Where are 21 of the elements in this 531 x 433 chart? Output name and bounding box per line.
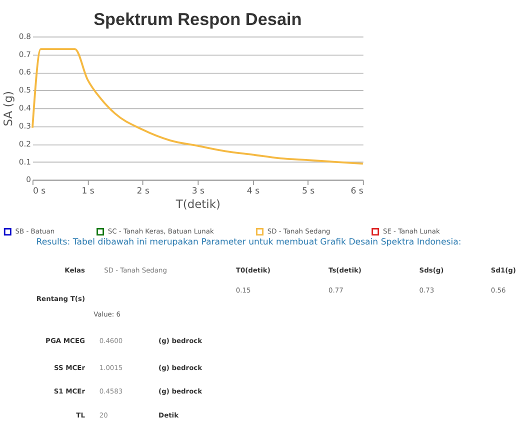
x-tick-label: 1 s xyxy=(82,186,95,197)
chart-title: Spektrum Respon Desain xyxy=(94,9,302,30)
y-tick-label: 0.4 xyxy=(18,104,32,113)
x-tick-label: 3 s xyxy=(192,186,206,197)
y-tick-label: 0.5 xyxy=(18,86,32,95)
x-tick-label: 4 s xyxy=(246,186,260,197)
x-tick-label: 6 s xyxy=(350,186,364,197)
line-series xyxy=(32,48,364,165)
y-tick-label: 0.7 xyxy=(18,50,32,59)
x-tick-label: 5 s xyxy=(302,186,316,197)
y-tick-label: 0.6 xyxy=(18,68,32,77)
x-axis-title: T(detik) xyxy=(174,196,220,211)
y-axis-title: SA (g) xyxy=(1,91,16,126)
y-tick-label: 0.2 xyxy=(18,139,32,148)
x-tick-label: 2 s xyxy=(136,186,150,197)
y-tick-label: 0.3 xyxy=(18,121,32,130)
y-tick-label: 0.1 xyxy=(18,157,32,166)
y-tick-label: 0 xyxy=(26,175,32,184)
x-tick-label: 0 s xyxy=(32,186,46,197)
text: Results: Tabel dibawah ini merupakan Parameter untuk membuat Grafik Desain Spektra Indonesia: xyxy=(36,238,462,248)
y-tick-label: 0.8 xyxy=(18,32,32,41)
